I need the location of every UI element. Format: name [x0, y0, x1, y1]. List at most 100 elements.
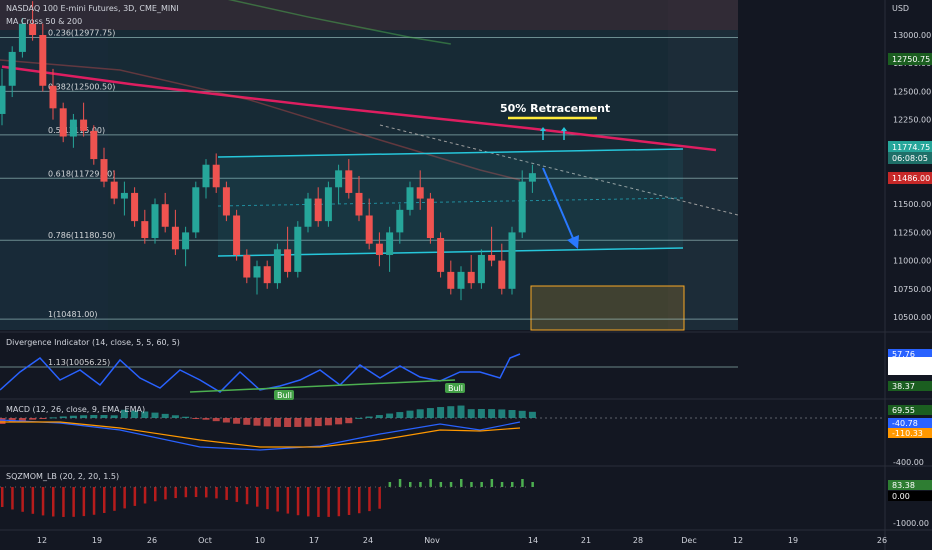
candle-body	[100, 159, 108, 182]
price-tags-layer: 12750.7511774.7506:08:0511486.0057.7655.…	[888, 53, 932, 501]
price-tag	[888, 141, 932, 153]
macd-histogram-bar	[233, 418, 241, 424]
fib-shade-right	[668, 0, 738, 330]
candle-body	[375, 243, 383, 255]
macd-histogram-bar	[284, 418, 292, 427]
sqzmom-bar	[531, 482, 534, 487]
sqzmom-bar	[92, 487, 96, 515]
fib-level-label: 0.382(12500.50)	[48, 82, 115, 91]
candle-body	[120, 192, 128, 199]
down-arrow-icon	[567, 235, 579, 249]
sqzmom-bar	[388, 482, 392, 487]
candle-body	[59, 108, 67, 137]
macd-histogram-bar	[243, 418, 251, 425]
macd-histogram-bar	[120, 409, 128, 418]
indicator-tag-text: 0.00	[892, 492, 910, 501]
sqzmom-bar	[439, 482, 443, 487]
sqzmom-pane[interactable]	[0, 479, 534, 517]
sqzmom-bar	[103, 487, 106, 513]
macd-histogram-bar	[386, 413, 394, 418]
macd-histogram-bar	[406, 410, 414, 418]
macd-histogram-bar	[192, 418, 200, 419]
macd-histogram-bar	[345, 418, 353, 424]
sqzmom-bar	[347, 487, 351, 515]
candle-body	[202, 164, 210, 188]
sqzmom-bar	[449, 482, 453, 487]
fib-level-label: 1(10481.00)	[48, 310, 98, 319]
macd-histogram-bar	[90, 415, 98, 418]
macd-histogram-bar	[49, 417, 57, 419]
time-axis-tick: 26	[877, 536, 887, 545]
sqzmom-bar	[307, 487, 310, 517]
sqzmom-bar	[368, 487, 371, 512]
sqzmom-bar	[327, 487, 330, 517]
sqzmom-bar	[225, 487, 228, 500]
price-axis-tick: 10500.00	[893, 313, 931, 322]
fib-level-label: 1.13(10056.25)	[48, 358, 110, 367]
candle-body	[161, 204, 169, 227]
sqzmom-bar	[52, 487, 55, 517]
macd-pane[interactable]	[0, 405, 885, 451]
time-axis-tick: 17	[309, 536, 319, 545]
sqzmom-bar	[358, 487, 361, 514]
fib-level-label: 0.236(12977.75)	[48, 29, 115, 38]
sqzmom-bar	[378, 487, 381, 509]
indicator-tag	[888, 491, 932, 501]
sqzmom-bar	[296, 487, 300, 516]
main-price-pane[interactable]	[0, 0, 739, 301]
macd-histogram-bar	[110, 415, 118, 418]
sqzmom-bar	[511, 482, 514, 487]
candle-body	[263, 266, 271, 284]
sqzmom-bar	[286, 487, 290, 514]
price-axis-tick: 10750.00	[893, 285, 931, 294]
candle-body	[151, 204, 159, 239]
sqzmom-bar	[337, 487, 341, 517]
macd-histogram-bar	[18, 418, 26, 422]
ma-faded-line	[0, 59, 521, 181]
candle-body	[171, 226, 179, 250]
time-axis-tick: 14	[528, 536, 538, 545]
sqzmom-bar	[205, 487, 208, 498]
macd-histogram-bar	[426, 408, 434, 418]
price-tag	[888, 53, 932, 65]
indicator-tag-text: 38.37	[892, 382, 915, 391]
divergence-pane[interactable]: Bull Bull	[0, 353, 521, 400]
candle-body	[518, 181, 526, 233]
time-axis-tick: 19	[788, 536, 798, 545]
indicator-tag	[888, 428, 932, 438]
chart-title: NASDAQ 100 E-mini Futures, 3D, CME_MINI	[6, 4, 179, 13]
currency-label: USD	[892, 4, 910, 13]
time-axis-tick: 10	[255, 536, 265, 545]
fib-level-label: 0.618(11729.50)	[48, 169, 115, 178]
sqzmom-bar	[429, 479, 432, 487]
sqzmom-bar	[409, 482, 412, 487]
candle-body	[386, 232, 394, 255]
ma200-line	[1, 65, 717, 152]
time-axis-tick: Dec	[681, 536, 696, 545]
candle-body	[8, 51, 16, 86]
macd-histogram-bar	[182, 416, 190, 418]
macd-histogram-bar	[477, 409, 485, 418]
candle-body	[110, 181, 118, 199]
sqzmom-bar	[276, 487, 279, 512]
candle-body	[131, 192, 139, 222]
macd-histogram-bar	[59, 416, 67, 418]
sqzmom-bar	[460, 479, 463, 487]
divergence-title: Divergence Indicator (14, close, 5, 5, 6…	[6, 338, 180, 347]
sqzmom-bar	[113, 487, 116, 511]
price-axis-tick: 11500.00	[893, 200, 931, 209]
macd-histogram-bar	[396, 412, 404, 418]
candle-body	[39, 35, 47, 86]
sqzmom-bar	[21, 487, 24, 512]
macd-histogram-bar	[80, 415, 88, 418]
indicator-tag	[888, 480, 932, 490]
candle-body	[324, 187, 332, 222]
down-arrow-icon	[542, 167, 576, 244]
fib-shade-mid	[108, 0, 668, 330]
sqzmom-bar	[521, 479, 524, 487]
macd-line	[0, 419, 521, 451]
macd-histogram-bar	[375, 415, 383, 418]
sqzmom-bar	[143, 487, 147, 504]
price-tag	[888, 172, 932, 184]
